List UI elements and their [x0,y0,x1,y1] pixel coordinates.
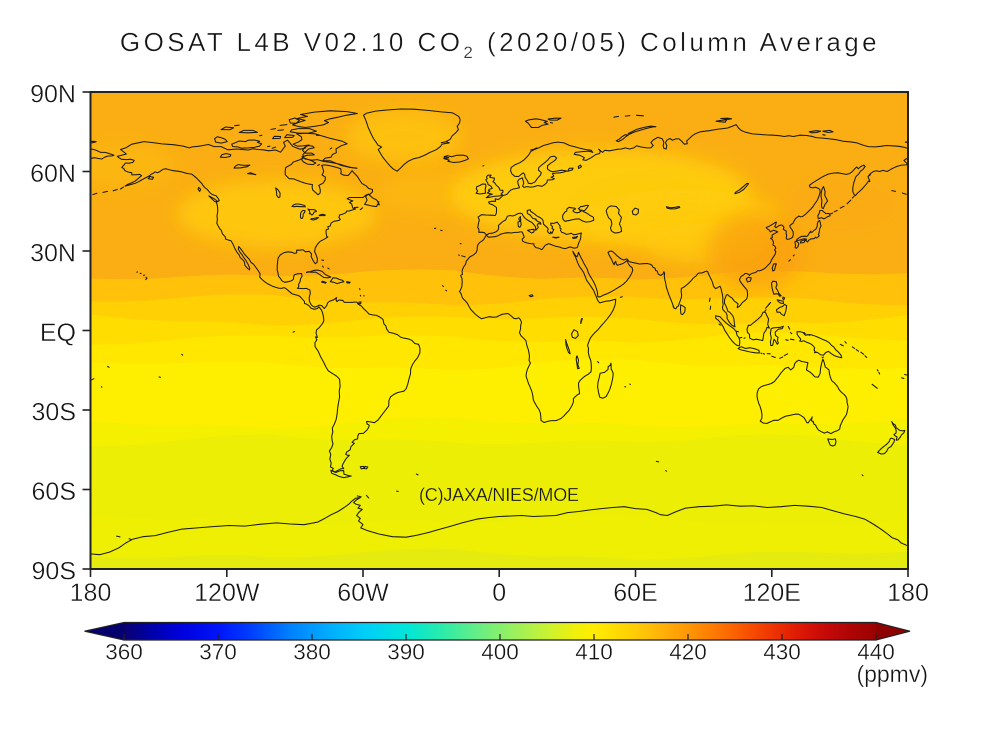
svg-text:180: 180 [887,579,929,607]
svg-text:EQ: EQ [40,319,76,347]
svg-text:(C)JAXA/NIES/MOE: (C)JAXA/NIES/MOE [419,485,579,505]
svg-text:0: 0 [492,579,506,607]
svg-text:420: 420 [669,640,707,665]
svg-text:90S: 90S [32,558,76,586]
svg-text:90N: 90N [30,81,76,109]
svg-text:390: 390 [387,640,425,665]
svg-text:440: 440 [857,640,895,665]
svg-text:360: 360 [105,640,143,665]
svg-text:120E: 120E [743,579,801,607]
svg-text:400: 400 [481,640,519,665]
svg-text:120W: 120W [194,579,260,607]
svg-text:60S: 60S [32,478,76,506]
svg-text:30S: 30S [32,399,76,427]
svg-text:180: 180 [70,579,112,607]
svg-text:(ppmv): (ppmv) [856,661,928,687]
svg-text:60W: 60W [337,579,389,607]
svg-text:370: 370 [199,640,237,665]
svg-text:60E: 60E [613,579,657,607]
svg-text:GOSAT L4B V02.10 CO2 (2020/05): GOSAT L4B V02.10 CO2 (2020/05) Column Av… [120,27,880,62]
svg-text:410: 410 [575,640,613,665]
svg-text:380: 380 [293,640,331,665]
svg-text:430: 430 [763,640,801,665]
svg-text:60N: 60N [30,160,76,188]
svg-text:30N: 30N [30,240,76,268]
